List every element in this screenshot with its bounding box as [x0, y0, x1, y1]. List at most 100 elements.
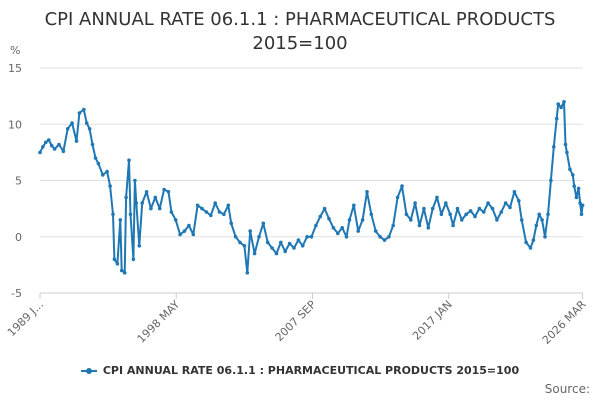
data-point	[318, 214, 323, 219]
data-point	[144, 190, 149, 194]
data-point	[508, 205, 512, 210]
data-point	[314, 223, 318, 228]
data-point	[499, 210, 504, 214]
data-point	[413, 201, 417, 205]
data-point	[460, 218, 464, 222]
data-point	[57, 142, 61, 147]
data-point	[373, 229, 378, 233]
x-tick-label: 1989 J...	[5, 298, 46, 339]
data-point	[537, 212, 541, 217]
data-point	[47, 138, 51, 142]
data-point	[409, 218, 413, 222]
data-point	[322, 206, 327, 211]
data-point	[517, 199, 521, 203]
data-point	[44, 140, 48, 145]
data-point	[274, 251, 279, 256]
data-point	[477, 206, 482, 211]
series-line-0	[39, 100, 584, 274]
data-point	[391, 223, 396, 228]
data-point	[209, 213, 213, 218]
data-point	[531, 238, 536, 242]
data-point	[279, 240, 283, 245]
data-point	[563, 142, 568, 147]
data-point	[444, 201, 448, 205]
data-point	[524, 240, 528, 245]
data-point	[182, 229, 187, 233]
data-point	[38, 150, 42, 155]
data-point	[252, 251, 257, 256]
data-point	[157, 206, 162, 211]
data-point	[204, 210, 209, 214]
data-point	[378, 235, 382, 239]
data-point	[122, 271, 127, 275]
y-tick-label: -5	[11, 287, 22, 300]
data-point	[70, 121, 74, 125]
data-point	[552, 145, 556, 149]
x-tick-label: 2017 JAN	[410, 298, 455, 343]
data-point	[556, 102, 560, 106]
data-point	[270, 246, 274, 250]
data-point	[140, 201, 144, 205]
data-point	[287, 241, 292, 246]
x-tick-label: 2007 SEP	[273, 298, 319, 344]
data-point	[356, 229, 361, 233]
data-point	[74, 139, 79, 143]
data-point	[229, 221, 233, 226]
data-point	[84, 121, 89, 125]
data-point	[149, 206, 153, 211]
legend-swatch-icon	[80, 368, 97, 374]
data-point	[340, 226, 345, 230]
data-point	[503, 201, 508, 205]
data-point	[347, 218, 352, 222]
data-point	[118, 218, 123, 222]
data-point	[327, 217, 331, 221]
data-point	[166, 190, 171, 194]
data-point	[173, 218, 178, 222]
data-point	[133, 178, 137, 183]
data-point	[257, 235, 261, 239]
y-tick-label: 0	[15, 231, 22, 244]
data-point	[108, 184, 112, 188]
data-point	[473, 214, 477, 219]
data-point	[195, 203, 200, 208]
data-point	[265, 240, 270, 245]
y-tick-label: 5	[15, 175, 22, 188]
data-point	[519, 218, 524, 222]
y-tick-label: 10	[8, 118, 22, 131]
data-point	[426, 226, 431, 230]
data-point	[90, 142, 95, 147]
data-point	[112, 257, 117, 262]
data-point	[283, 249, 288, 254]
data-point	[124, 195, 128, 200]
data-point	[534, 223, 539, 228]
data-point	[105, 169, 109, 174]
data-point	[245, 271, 250, 275]
data-point	[395, 195, 400, 200]
data-point	[543, 235, 547, 239]
data-point	[261, 221, 266, 226]
data-point	[559, 105, 563, 110]
data-point	[187, 223, 191, 228]
data-point	[305, 235, 309, 239]
data-point	[448, 212, 453, 217]
data-point	[528, 246, 533, 250]
data-point	[200, 206, 204, 211]
legend[interactable]: CPI ANNUAL RATE 06.1.1 : PHARMACEUTICAL …	[0, 364, 600, 377]
data-point	[481, 210, 486, 214]
data-point	[238, 240, 242, 245]
data-point	[296, 238, 301, 242]
y-axis-ticks: 15 10 5 0 -5	[8, 62, 22, 300]
data-point	[119, 268, 124, 273]
data-point	[579, 212, 584, 217]
y-tick-label: 15	[8, 62, 22, 75]
data-point	[96, 161, 101, 166]
data-point	[568, 167, 572, 172]
data-point	[300, 244, 305, 248]
chart-title: CPI ANNUAL RATE 06.1.1 : PHARMACEUTICAL …	[0, 8, 600, 56]
data-point	[369, 212, 374, 217]
data-point	[576, 186, 581, 191]
data-point	[336, 231, 340, 236]
data-point	[65, 127, 70, 131]
data-point	[468, 209, 473, 213]
x-axis: 1989 J... 1998 MAY 2007 SEP 2017 JAN 2026 MA…	[5, 292, 589, 347]
